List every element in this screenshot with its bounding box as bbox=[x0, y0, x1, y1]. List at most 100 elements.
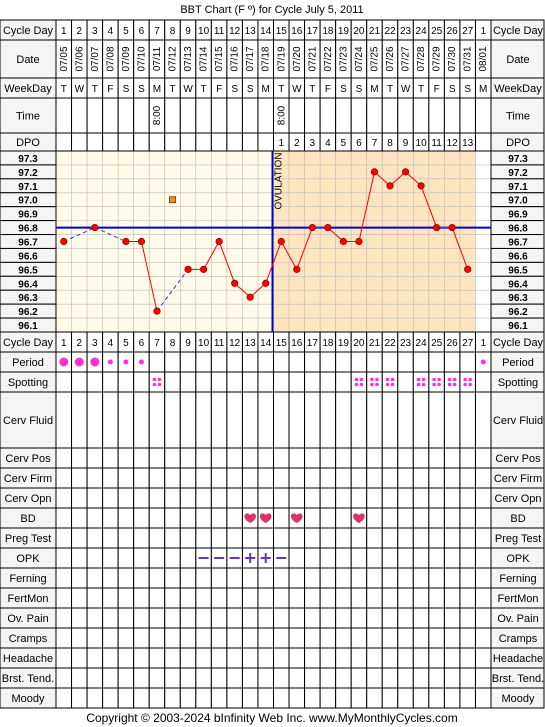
header-value: 10 bbox=[198, 338, 210, 349]
header-value: S bbox=[449, 84, 456, 95]
period-mark bbox=[138, 359, 144, 365]
symptom-cell bbox=[397, 351, 414, 373]
symptom-cell bbox=[210, 487, 228, 509]
symptom-label-left: Cerv Firm bbox=[4, 473, 52, 485]
header-value: 07/20 bbox=[292, 46, 303, 71]
y-tick-label-left: 96.7 bbox=[18, 238, 38, 249]
symptom-cell bbox=[257, 467, 275, 489]
spotting-mark bbox=[452, 377, 457, 382]
temp-point bbox=[324, 223, 332, 232]
header-value: 8 bbox=[170, 26, 176, 37]
symptom-cell bbox=[273, 487, 290, 509]
symptom-cell bbox=[474, 447, 492, 469]
header-value: 07/07 bbox=[90, 46, 101, 71]
symptom-label-left: Period bbox=[12, 357, 44, 369]
symptom-cell bbox=[71, 391, 88, 449]
symptom-cell bbox=[381, 467, 399, 489]
header-value: 27 bbox=[462, 338, 474, 349]
symptom-label-left: Cerv Pos bbox=[5, 453, 51, 465]
header-value: 4 bbox=[108, 26, 114, 37]
symptom-cell bbox=[55, 587, 73, 609]
symptom-cell bbox=[226, 627, 243, 649]
symptom-cell bbox=[397, 371, 414, 393]
symptom-cell bbox=[459, 467, 476, 489]
symptom-cell bbox=[366, 351, 383, 373]
header-value: 07/24 bbox=[354, 46, 365, 71]
header-value: 07/22 bbox=[323, 46, 334, 71]
symptom-label-right: Headache bbox=[493, 653, 543, 665]
symptom-cell bbox=[71, 447, 88, 469]
symptom-cell bbox=[381, 627, 399, 649]
symptom-cell bbox=[164, 667, 181, 689]
symptom-cell bbox=[304, 667, 321, 689]
row-label-right: DPO bbox=[506, 137, 530, 149]
symptom-cell bbox=[459, 647, 476, 669]
header-value: 16 bbox=[291, 26, 303, 37]
header-value: 12 bbox=[229, 26, 241, 37]
symptom-cell bbox=[474, 547, 492, 569]
symptom-cell bbox=[179, 627, 197, 649]
spotting-mark bbox=[157, 382, 162, 387]
header-value: F bbox=[216, 84, 222, 95]
symptom-cell bbox=[273, 647, 290, 669]
spotting-mark bbox=[463, 382, 467, 387]
symptom-cell bbox=[474, 371, 492, 393]
header-value: 5 bbox=[123, 338, 129, 349]
symptom-cell bbox=[350, 587, 368, 609]
symptom-cell bbox=[133, 371, 150, 393]
spotting-mark bbox=[385, 382, 390, 387]
symptom-cell bbox=[241, 447, 259, 469]
spotting-mark bbox=[375, 382, 379, 387]
symptom-cell bbox=[335, 587, 352, 609]
symptom-cell bbox=[195, 487, 212, 509]
symptom-cell bbox=[304, 527, 321, 549]
symptom-cell bbox=[257, 487, 275, 509]
header-cell bbox=[117, 132, 135, 152]
header-cell bbox=[102, 132, 119, 152]
symptom-cell bbox=[102, 447, 119, 469]
row-label-left: Date bbox=[16, 54, 39, 66]
symptom-cell bbox=[55, 607, 73, 629]
symptom-cell bbox=[195, 567, 212, 589]
symptom-cell bbox=[257, 667, 275, 689]
period-mark bbox=[59, 357, 69, 367]
symptom-cell bbox=[350, 351, 368, 373]
header-cell bbox=[179, 132, 197, 152]
symptom-cell bbox=[474, 587, 492, 609]
symptom-cell bbox=[226, 687, 243, 709]
symptom-cell bbox=[397, 487, 414, 509]
temp-point bbox=[277, 237, 285, 246]
symptom-cell bbox=[273, 587, 290, 609]
symptom-cell bbox=[71, 527, 88, 549]
symptom-cell bbox=[428, 587, 445, 609]
symptom-label-right: Period bbox=[502, 357, 534, 369]
spotting-mark bbox=[370, 377, 374, 382]
symptom-cell bbox=[195, 391, 212, 449]
symptom-cell bbox=[226, 467, 243, 489]
symptom-cell bbox=[86, 547, 104, 569]
symptom-cell bbox=[288, 567, 306, 589]
header-value: 25 bbox=[431, 26, 443, 37]
symptom-label-left: Moody bbox=[11, 693, 45, 705]
symptom-cell bbox=[179, 567, 197, 589]
symptom-cell bbox=[133, 487, 150, 509]
spotting-mark bbox=[468, 382, 472, 387]
symptom-cell bbox=[226, 607, 243, 629]
symptom-cell bbox=[288, 587, 306, 609]
symptom-cell bbox=[412, 687, 430, 709]
header-cell bbox=[179, 97, 197, 134]
symptom-cell bbox=[381, 447, 399, 469]
symptom-cell bbox=[226, 447, 243, 469]
spotting-mark bbox=[152, 382, 157, 387]
header-value: 07/10 bbox=[136, 46, 147, 71]
spotting-mark bbox=[385, 377, 390, 382]
symptom-cell bbox=[241, 527, 259, 549]
symptom-cell bbox=[195, 587, 212, 609]
y-tick-label-left: 97.1 bbox=[18, 182, 38, 193]
header-value: 23 bbox=[400, 26, 412, 37]
symptom-cell bbox=[148, 667, 166, 689]
symptom-cell bbox=[304, 647, 321, 669]
header-value: 16 bbox=[291, 338, 303, 349]
y-tick-label-right: 96.7 bbox=[508, 238, 528, 249]
symptom-cell bbox=[273, 371, 290, 393]
